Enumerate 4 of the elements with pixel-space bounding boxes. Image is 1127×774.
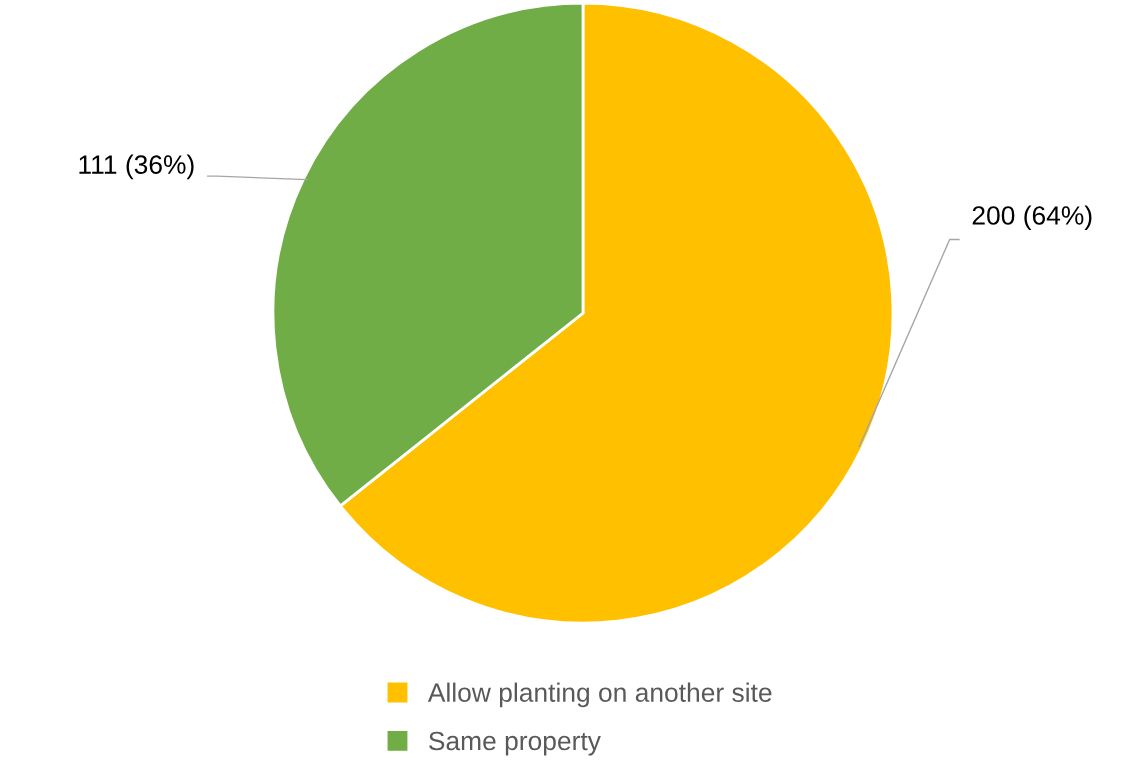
legend-label: Allow planting on another site [427,682,772,708]
data-label: 200 (64%) [972,205,1092,231]
legend-label: Same property [429,731,601,756]
data-label: 111 (36%) [79,154,194,180]
